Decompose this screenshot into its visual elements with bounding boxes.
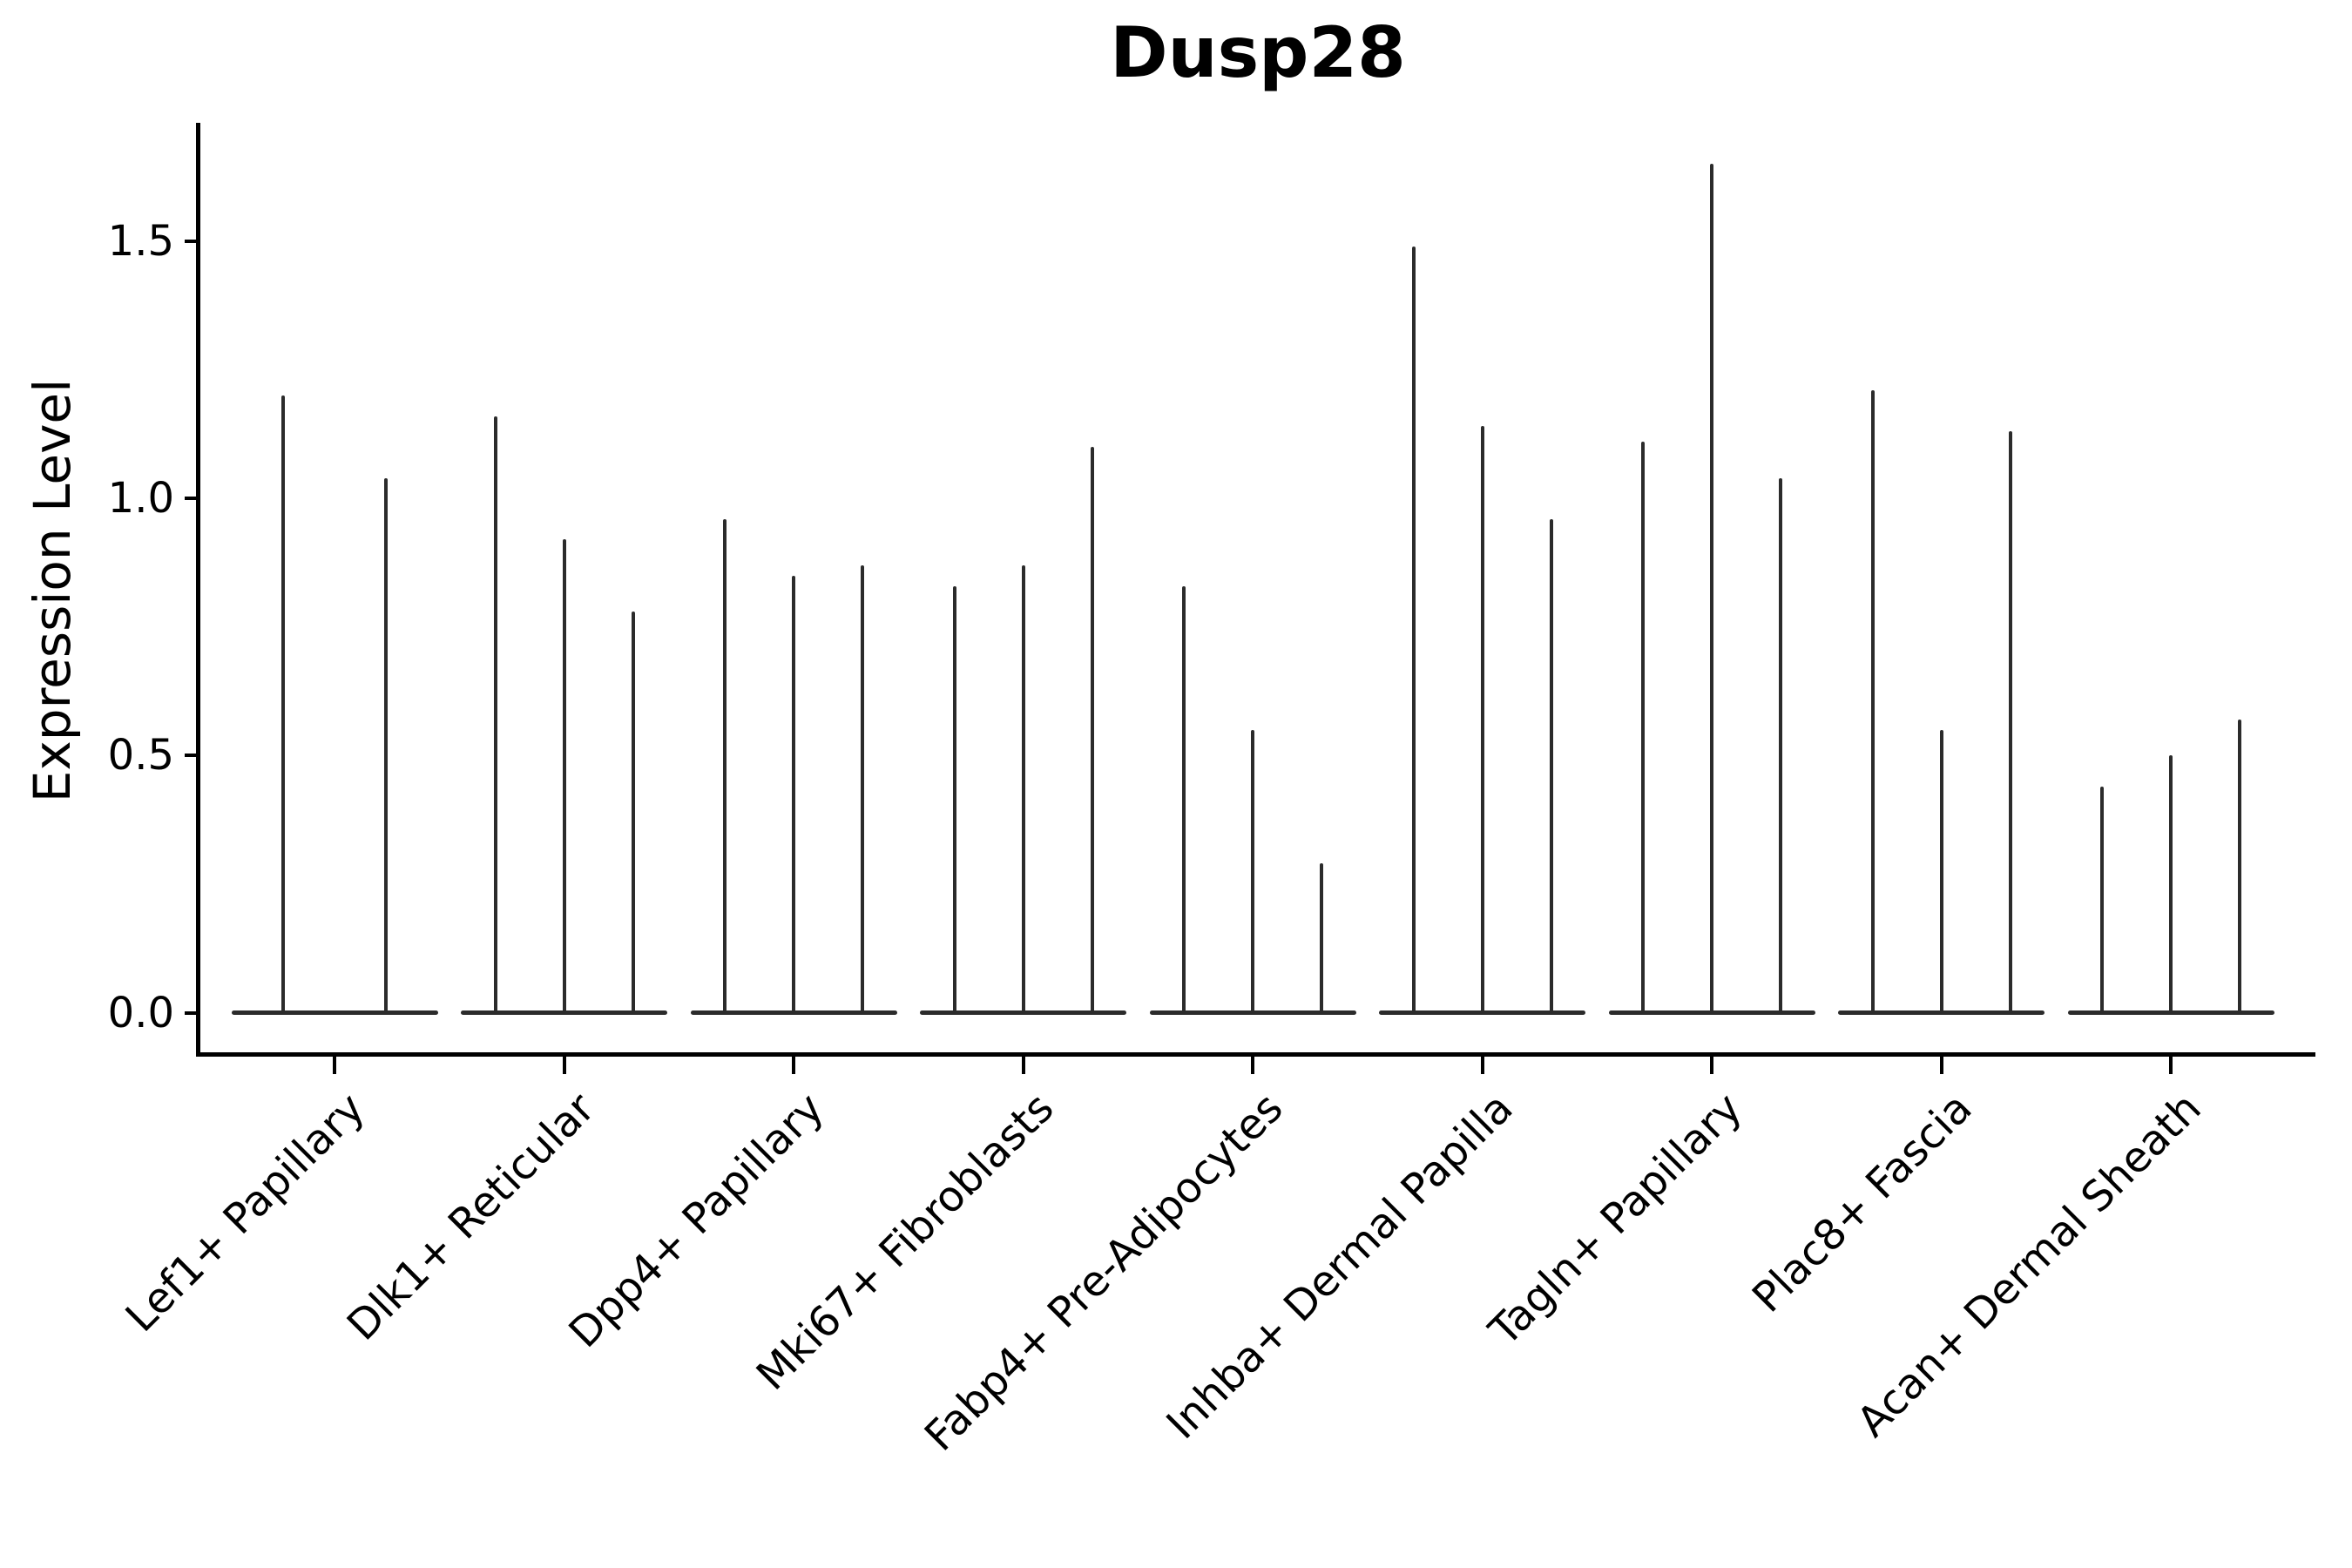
y-axis-spine: [196, 123, 200, 1057]
violin-spike: [1090, 447, 1094, 1015]
violin-spike: [1870, 390, 1875, 1015]
violin-spike: [792, 575, 795, 1015]
y-tick: [185, 239, 200, 243]
x-tick: [2169, 1057, 2173, 1074]
y-tick-label: 0.5: [107, 731, 174, 781]
violin-base: [231, 1010, 438, 1016]
violin-spike: [2238, 720, 2241, 1015]
violin-spike: [631, 612, 635, 1015]
x-axis-spine: [196, 1052, 2315, 1057]
violin-spike: [2169, 755, 2173, 1015]
x-tick: [1939, 1057, 1943, 1074]
y-tick: [185, 754, 200, 758]
violin-spike: [1021, 564, 1025, 1015]
violin-spike: [1182, 585, 1186, 1015]
chart-title: Dusp28: [1110, 12, 1406, 93]
violin-spike: [861, 564, 864, 1015]
y-tick-label: 0.0: [107, 988, 174, 1037]
x-tick: [1021, 1057, 1025, 1074]
y-tick-label: 1.5: [107, 216, 174, 266]
y-tick-label: 1.0: [107, 474, 174, 524]
x-tick: [333, 1057, 336, 1074]
violin-spike: [1710, 164, 1713, 1015]
y-tick: [185, 1010, 200, 1015]
violin-spike: [280, 395, 285, 1015]
x-tick: [562, 1057, 566, 1074]
violin-spike: [384, 477, 389, 1015]
violin-spike: [1549, 518, 1553, 1015]
x-tick: [1251, 1057, 1254, 1074]
violin-spike: [1251, 729, 1254, 1015]
violin-spike: [1480, 426, 1484, 1015]
violin-spike: [1641, 442, 1645, 1015]
violin-spike: [1411, 246, 1416, 1015]
x-tick: [1480, 1057, 1484, 1074]
y-tick: [185, 497, 200, 501]
violin-spike: [1779, 477, 1782, 1015]
violin-spike: [723, 518, 727, 1015]
x-tick: [1710, 1057, 1713, 1074]
violin-spike: [562, 539, 566, 1015]
violin-spike: [2008, 431, 2012, 1015]
violin-spike: [952, 585, 956, 1015]
violin-spike: [493, 416, 497, 1015]
x-tick: [792, 1057, 795, 1074]
violin-spike: [2100, 786, 2104, 1015]
violin-spike: [1939, 729, 1943, 1015]
violin-spike: [1320, 863, 1323, 1015]
